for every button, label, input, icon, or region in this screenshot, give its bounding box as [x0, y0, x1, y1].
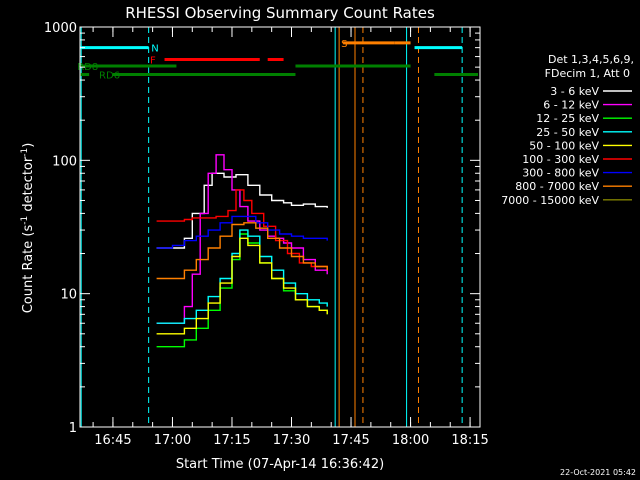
legend-label: 300 - 800 keV [522, 167, 599, 180]
flag-label: N [151, 44, 158, 55]
y-label-part: ) [21, 143, 36, 148]
plot-frame [79, 26, 481, 428]
series-line [156, 215, 328, 249]
legend-label: 25 - 50 keV [536, 126, 599, 139]
y-label-part: detector [21, 156, 36, 216]
series-line [156, 229, 328, 324]
x-tick-label: 18:00 [392, 433, 429, 448]
footer-date: 22-Oct-2021 05:42 [560, 468, 636, 477]
flag-label: S [341, 39, 347, 50]
flag-label: F [150, 56, 156, 67]
legend-label: 7000 - 15000 keV [501, 194, 599, 207]
y-tick-label: 10 [60, 288, 77, 303]
series-line [156, 237, 328, 335]
y-label-exponent: -1 [20, 216, 30, 225]
legend-label: 800 - 7000 keV [515, 180, 599, 193]
y-tick-label: 100 [52, 154, 77, 169]
legend-header-line: Det 1,3,4,5,6,9, [548, 53, 634, 66]
y-axis-label: Count Rate (s-1 detector-1) [20, 143, 36, 314]
series-line [156, 222, 328, 280]
series-lines [156, 154, 328, 348]
x-tick-label: 17:30 [273, 433, 310, 448]
chart-title: RHESSI Observing Summary Count Rates [125, 4, 435, 22]
flag-label: RD6 [99, 71, 120, 82]
x-tick-label: 18:15 [451, 433, 488, 448]
y-label-part: Count Rate (s [21, 225, 36, 314]
flag-label: RD8 [77, 62, 98, 73]
legend: Det 1,3,4,5,6,9, FDecim 1, Att 0 3 - 6 k… [501, 53, 634, 207]
legend-label: 50 - 100 keV [529, 139, 599, 152]
legend-label: 12 - 25 keV [536, 112, 599, 125]
legend-label: 100 - 300 keV [522, 153, 599, 166]
x-tick-label: 17:15 [213, 433, 250, 448]
y-tick-label: 1 [69, 421, 77, 436]
y-label-exponent: -1 [20, 148, 30, 157]
legend-header-line: FDecim 1, Att 0 [545, 67, 630, 80]
x-axis-label: Start Time (07-Apr-14 16:36:42) [176, 457, 384, 472]
x-tick-label: 17:00 [154, 433, 191, 448]
marker-lines [80, 27, 463, 427]
legend-label: 6 - 12 keV [543, 99, 599, 112]
legend-label: 3 - 6 keV [550, 85, 599, 98]
y-tick-label: 1000 [44, 21, 77, 36]
x-tick-label: 16:45 [94, 433, 131, 448]
axes: 1 10 100 1000 16:45 17:00 17:15 17:30 17:45 18:00… [44, 21, 489, 448]
x-tick-label: 17:45 [332, 433, 369, 448]
series-line [156, 154, 328, 324]
